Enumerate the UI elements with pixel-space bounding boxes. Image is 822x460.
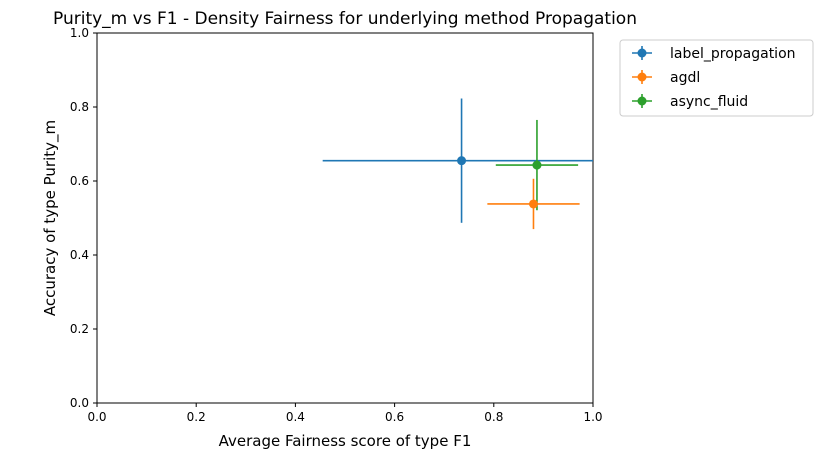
legend-label-async_fluid: async_fluid: [670, 94, 748, 110]
y-tick-label: 0.2: [70, 322, 89, 336]
x-tick-label: 1.0: [583, 410, 602, 424]
y-axis: 0.0 0.2 0.4 0.6 0.8 1.0: [70, 26, 97, 410]
y-axis-label: Accuracy of type Purity_m: [41, 120, 60, 316]
legend-label-agdl: agdl: [670, 70, 700, 86]
point-async_fluid: [532, 160, 542, 170]
chart-title: Purity_m vs F1 - Density Fairness for un…: [53, 9, 637, 29]
x-axis-label: Average Fairness score of type F1: [219, 432, 472, 450]
legend-marker-label_propagation: [637, 48, 647, 58]
point-agdl: [528, 199, 538, 209]
y-tick-label: 0.8: [70, 100, 89, 114]
x-tick-label: 0.2: [187, 410, 206, 424]
x-tick-label: 0.8: [484, 410, 503, 424]
y-tick-label: 1.0: [70, 26, 89, 40]
legend-label-label_propagation: label_propagation: [670, 46, 796, 62]
legend-frame: [619, 39, 814, 117]
legend-marker-async_fluid: [637, 96, 647, 106]
y-tick-label: 0.0: [70, 396, 89, 410]
x-tick-label: 0.4: [286, 410, 305, 424]
x-tick-label: 0.6: [385, 410, 404, 424]
y-tick-label: 0.4: [70, 248, 89, 262]
plot-frame: [96, 32, 594, 404]
data-points: [457, 156, 542, 209]
legend-marker-agdl: [637, 72, 647, 82]
y-tick-label: 0.6: [70, 174, 89, 188]
point-label_propagation: [457, 156, 467, 166]
plot-area: [96, 32, 594, 404]
x-axis: 0.0 0.2 0.4 0.6 0.8 1.0: [87, 403, 603, 424]
x-tick-label: 0.0: [87, 410, 106, 424]
